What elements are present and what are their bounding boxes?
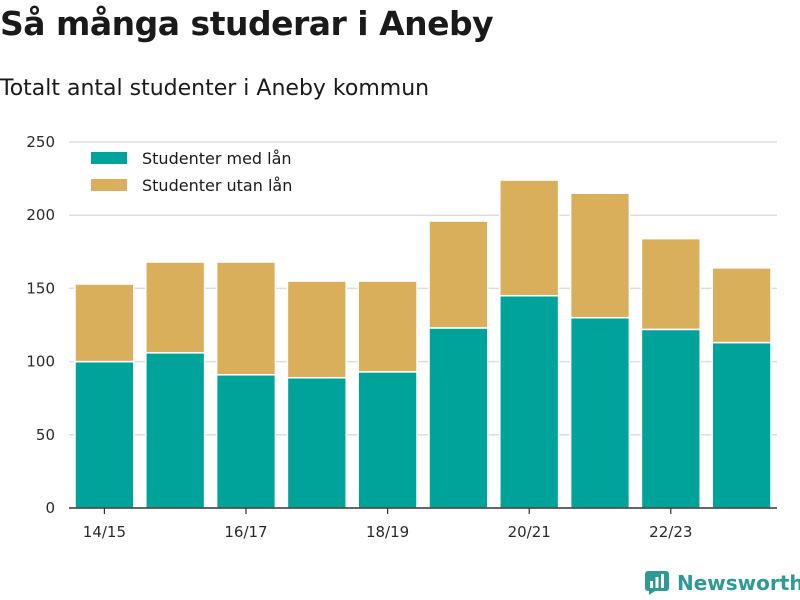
bar-utan-lan bbox=[569, 192, 631, 319]
y-tick-label: 50 bbox=[36, 426, 55, 444]
x-tick-label: 20/21 bbox=[508, 523, 551, 541]
x-axis: 14/15 16/17 18/19 20/21 22/23 bbox=[69, 507, 777, 541]
legend-label: Studenter med lån bbox=[142, 149, 292, 168]
x-tick-label: 14/15 bbox=[83, 523, 126, 541]
bar-med-lan bbox=[569, 316, 631, 509]
y-tick-label: 200 bbox=[26, 206, 55, 224]
legend: Studenter med lån Studenter utan lån bbox=[91, 149, 292, 195]
bar-utan-lan bbox=[357, 280, 418, 373]
bar-med-lan bbox=[286, 376, 347, 509]
y-tick-label: 250 bbox=[26, 133, 55, 151]
bar-med-lan bbox=[640, 328, 701, 509]
bar-med-lan bbox=[215, 374, 277, 509]
legend-swatch bbox=[91, 152, 127, 164]
y-tick-label: 150 bbox=[26, 279, 55, 297]
x-tick-label: 16/17 bbox=[224, 523, 267, 541]
chart-subtitle: Totalt antal studenter i Aneby kommun bbox=[0, 76, 430, 101]
bar-med-lan bbox=[145, 352, 206, 509]
brand-logo: Newsworthy bbox=[645, 566, 800, 600]
bars bbox=[74, 179, 772, 509]
y-tick-label: 100 bbox=[26, 353, 55, 371]
bar-utan-lan bbox=[640, 237, 701, 331]
legend-swatch bbox=[91, 179, 127, 191]
x-tick-label: 18/19 bbox=[366, 523, 409, 541]
brand-name: Newsworthy bbox=[677, 571, 800, 595]
bar-utan-lan bbox=[145, 261, 206, 354]
bar-med-lan bbox=[428, 327, 489, 509]
newsworthy-logo-icon bbox=[645, 571, 669, 595]
chart-title: Så många studerar i Aneby bbox=[0, 4, 494, 43]
x-tick-label: 22/23 bbox=[649, 523, 692, 541]
bar-utan-lan bbox=[286, 280, 347, 379]
bar-med-lan bbox=[357, 371, 418, 509]
legend-label: Studenter utan lån bbox=[142, 176, 292, 195]
bar-med-lan bbox=[74, 360, 135, 509]
bar-utan-lan bbox=[74, 283, 135, 363]
y-tick-label: 0 bbox=[45, 499, 55, 517]
bar-utan-lan bbox=[215, 261, 277, 376]
bar-utan-lan bbox=[499, 179, 560, 297]
bar-med-lan bbox=[499, 294, 560, 509]
bar-utan-lan bbox=[711, 267, 772, 344]
bar-med-lan bbox=[711, 341, 772, 509]
bar-utan-lan bbox=[428, 220, 489, 329]
y-axis: 0 50 100 150 200 250 bbox=[26, 133, 55, 517]
